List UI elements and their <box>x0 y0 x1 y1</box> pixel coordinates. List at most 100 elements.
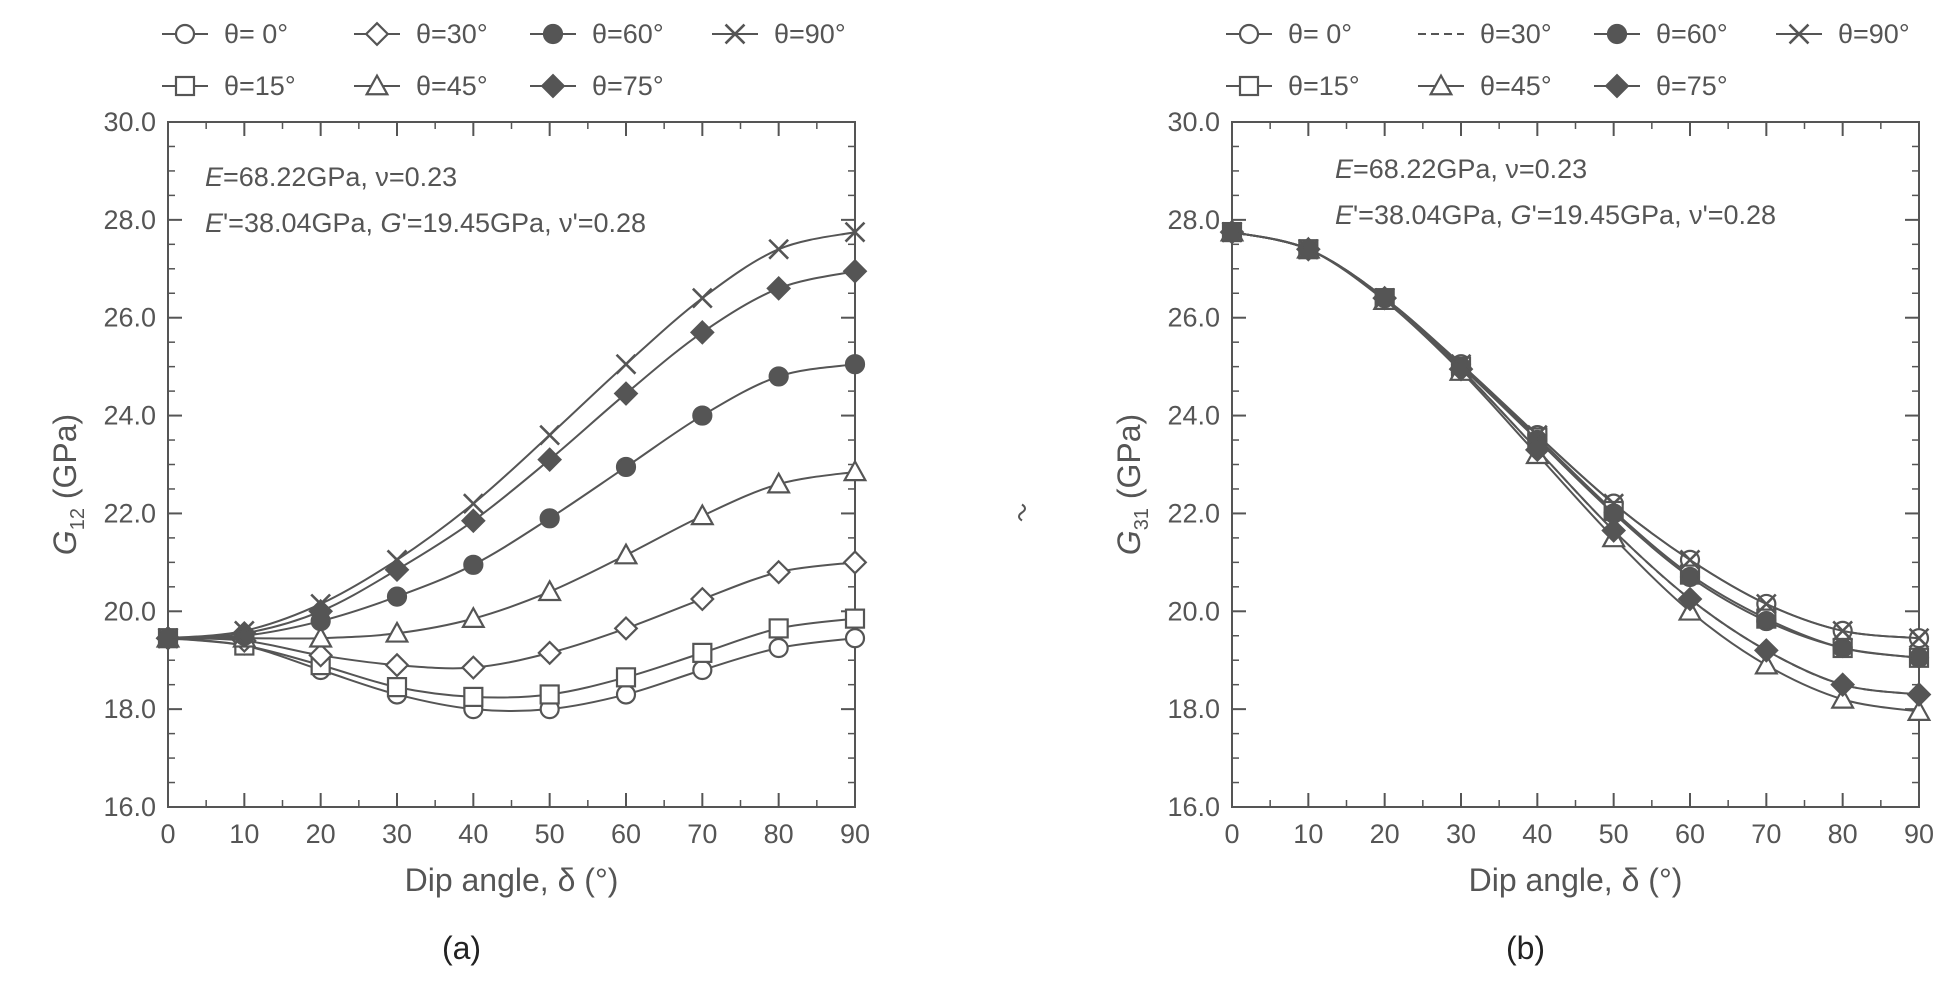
y-axis-title: G12 (GPa) <box>47 414 89 555</box>
annotation-segment: E <box>1335 154 1354 184</box>
series-line <box>1231 231 1920 696</box>
data-point <box>690 503 715 526</box>
data-point <box>615 353 637 375</box>
data-point <box>1756 610 1777 632</box>
data-point <box>613 616 639 641</box>
series-0-deg <box>157 628 866 720</box>
data-point <box>768 366 789 387</box>
series-60-deg <box>1221 221 1930 668</box>
data-point <box>844 608 866 629</box>
legend-entry: θ=60° <box>530 19 664 49</box>
series-60-deg <box>157 354 866 649</box>
legend-marker <box>174 75 196 97</box>
data-point <box>1906 682 1932 707</box>
legend-label: θ=60° <box>592 19 664 49</box>
series-15-deg <box>1221 221 1930 668</box>
legend-label: θ=90° <box>774 19 846 49</box>
panel-label: (b) <box>1506 930 1545 966</box>
panel-label: (a) <box>442 930 481 966</box>
data-point <box>463 686 484 708</box>
data-point <box>691 287 713 309</box>
y-axis-subscript: 12 <box>67 508 89 530</box>
annotation-line: E=68.22GPa, ν=0.23 <box>1335 154 1587 184</box>
data-point <box>766 276 792 301</box>
data-point <box>460 508 486 534</box>
legend-marker <box>542 23 564 45</box>
data-point <box>1526 424 1548 446</box>
y-tick-label: 18.0 <box>103 694 156 724</box>
annotation-segment: E <box>1335 200 1354 230</box>
y-tick-label: 16.0 <box>103 792 156 822</box>
legend-label: θ= 0° <box>224 19 288 49</box>
data-point <box>615 456 637 478</box>
y-axis-subscript: 31 <box>1131 508 1153 530</box>
legend-label: θ= 0° <box>1288 19 1352 49</box>
y-axis-unit: (GPa) <box>47 414 83 508</box>
series-line <box>167 363 856 640</box>
y-axis-title: G31 (GPa) <box>1111 414 1153 555</box>
annotation-segment: =68.22GPa, ν=0.23 <box>223 162 457 192</box>
series-15-deg <box>157 608 866 708</box>
x-tick-label: 20 <box>306 819 336 849</box>
legend-label: θ=45° <box>1480 71 1552 101</box>
x-tick-label: 0 <box>1224 819 1239 849</box>
series-line <box>1231 231 1920 659</box>
data-point <box>386 677 408 698</box>
series-line <box>167 617 856 699</box>
x-tick-label: 70 <box>687 819 717 849</box>
data-point <box>463 554 484 575</box>
panel-a: 16.0 18.0 20.0 22.0 24.0 26.0 28.0 30.0 0 10 20 30 4… <box>47 19 870 966</box>
data-point <box>842 459 868 482</box>
legend-entry: θ=60° <box>1594 19 1728 49</box>
x-tick-label: 60 <box>1675 819 1705 849</box>
data-point <box>384 620 410 643</box>
data-point <box>157 627 179 649</box>
x-tick-label: 70 <box>1751 819 1781 849</box>
legend-marker <box>724 23 746 45</box>
series-45-deg <box>155 459 868 648</box>
legend: θ= 0° θ=15° θ=30° θ=45° θ=60° θ=75° θ=90° <box>162 19 846 101</box>
y-tick-label: 20.0 <box>103 596 156 626</box>
legend-marker <box>1604 73 1630 99</box>
y-tick-label: 24.0 <box>103 401 156 431</box>
annotation-segment: '=19.45GPa, ν'=0.28 <box>1532 200 1777 230</box>
legend: θ= 0° θ=15° θ=30° θ=45° θ=60° θ=75° θ=90° <box>1226 19 1910 101</box>
data-point <box>768 618 789 639</box>
legend-label: θ=75° <box>592 71 664 101</box>
annotation-segment: E <box>205 162 224 192</box>
series-75-deg <box>155 258 868 651</box>
x-tick-label: 30 <box>382 819 412 849</box>
series-line <box>1231 231 1920 640</box>
y-tick-label: 30.0 <box>1167 107 1220 137</box>
data-point <box>766 471 791 494</box>
annotation-segment: G <box>1511 200 1532 230</box>
data-point <box>1601 518 1627 543</box>
legend-label: θ=45° <box>416 71 488 101</box>
y-axis-symbol: G <box>47 530 83 555</box>
y-tick-label: 30.0 <box>103 107 156 137</box>
y-tick-label: 22.0 <box>103 498 156 528</box>
legend-entry: θ=45° <box>1418 71 1552 101</box>
y-axis-unit: (GPa) <box>1111 414 1147 508</box>
legend-marker <box>1788 23 1810 45</box>
data-point <box>1448 356 1474 382</box>
series-line <box>167 270 856 640</box>
annotation-segment: '=38.04GPa, <box>1353 200 1511 230</box>
legend-label: θ=30° <box>416 19 488 49</box>
legend-label: θ=75° <box>1656 71 1728 101</box>
series-90-deg <box>1221 221 1930 649</box>
data-point <box>233 620 255 642</box>
data-point <box>692 405 713 426</box>
y-axis-symbol: G <box>1111 530 1147 555</box>
y-tick-label: 20.0 <box>1167 596 1220 626</box>
data-point <box>537 447 563 472</box>
x-tick-label: 10 <box>229 819 259 849</box>
data-point <box>386 549 408 571</box>
annotation-line: E=68.22GPa, ν=0.23 <box>205 162 457 192</box>
series-0-deg <box>1221 221 1930 649</box>
data-point <box>539 424 561 446</box>
data-point <box>1450 353 1472 375</box>
data-point <box>844 354 866 375</box>
legend-entry: θ= 0° <box>162 19 288 49</box>
